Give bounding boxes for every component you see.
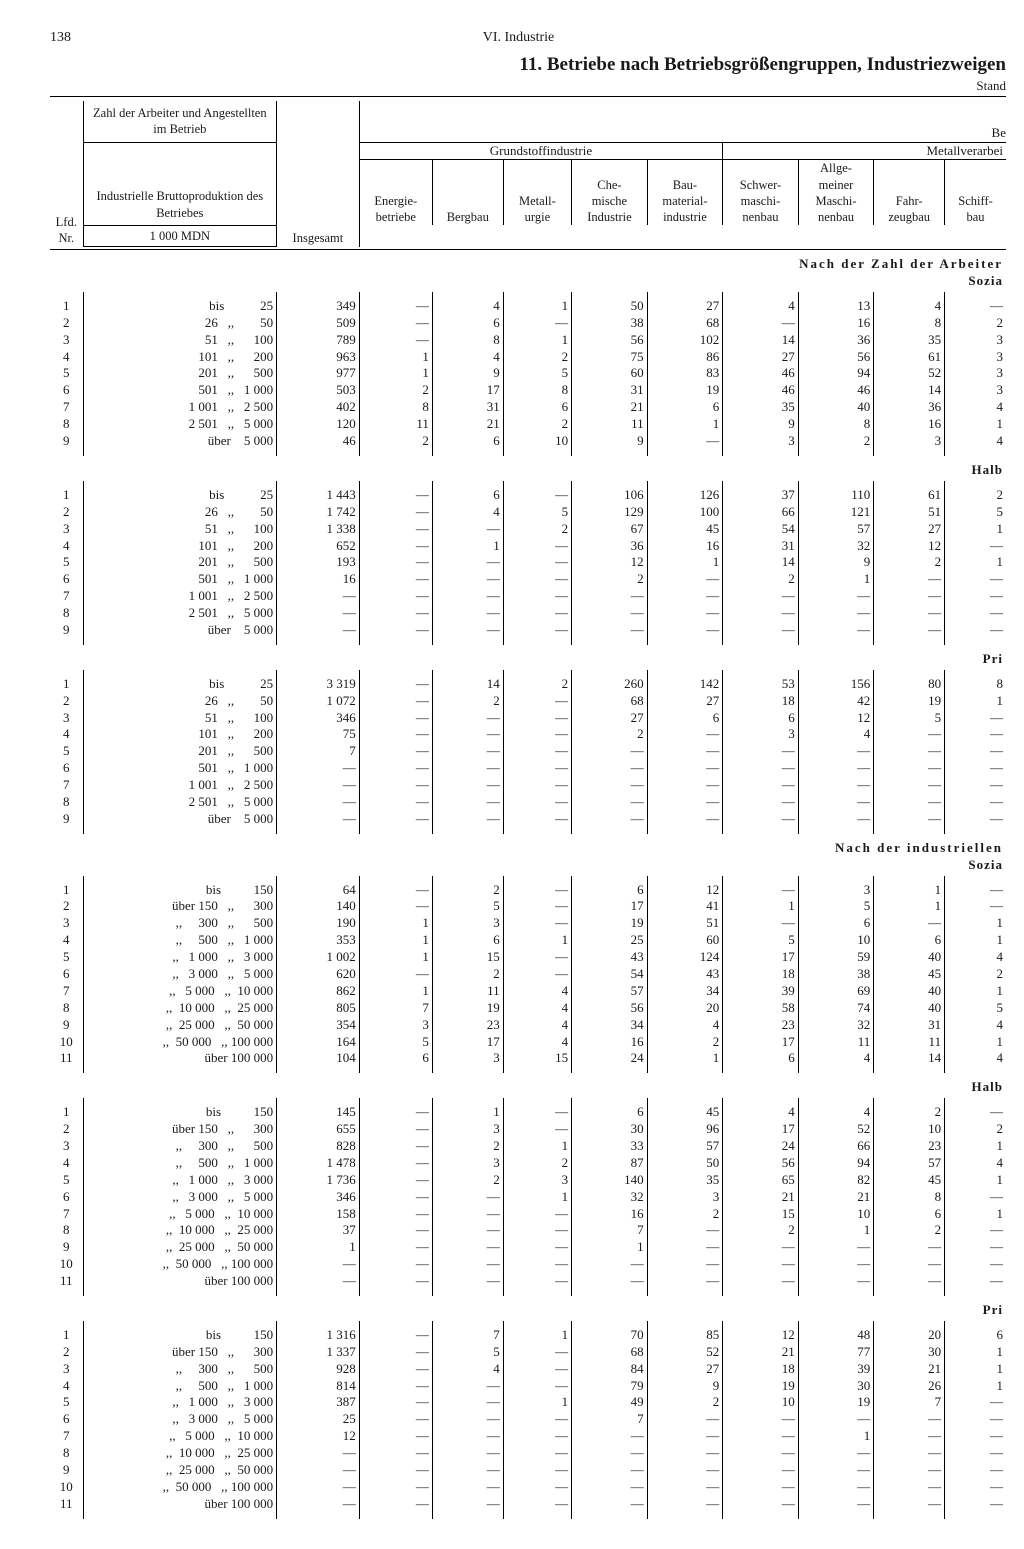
corner-right: Stand: [50, 78, 1006, 94]
section-label: Halb: [50, 456, 1006, 481]
table-row: 5201 ,, 500193———12114921: [50, 554, 1006, 571]
table-row: 4101 ,, 200652—1—3616313212—: [50, 538, 1006, 555]
section-label: Halb: [50, 1073, 1006, 1098]
table-row: 9über 5 000——————————: [50, 622, 1006, 645]
table-row: 2über 150 ,, 3001 337—5—68522177301: [50, 1344, 1006, 1361]
table-row: 11über 100 000104631524164144: [50, 1050, 1006, 1073]
table-row: 82 501 ,, 5 000——————————: [50, 605, 1006, 622]
section-label: Pri: [50, 1296, 1006, 1321]
table-row: 4,, 500 ,, 1 0001 478—3287505694574: [50, 1155, 1006, 1172]
running-header: 138 VI. Industrie: [50, 30, 1006, 46]
section-label: Nach der Zahl der ArbeiterSozia: [50, 250, 1006, 292]
table-row: 4101 ,, 20096314275862756613: [50, 349, 1006, 366]
cut-be: Be: [359, 101, 1006, 142]
table-row: 82 501 ,, 5 0001201121211198161: [50, 416, 1006, 433]
table-row: 1bis 253 319—14226014253156808: [50, 670, 1006, 693]
page-number: 138: [50, 30, 71, 46]
table-row: 2über 150 ,, 300140—5—1741151—: [50, 898, 1006, 915]
table-row: 1bis 15064—2—612—31—: [50, 876, 1006, 899]
table-row: 5,, 1 000 ,, 3 000387——149210197—: [50, 1394, 1006, 1411]
table-row: 4,, 500 ,, 1 000353161256051061: [50, 932, 1006, 949]
table-row: 7,, 5 000 ,, 10 00012——————1——: [50, 1428, 1006, 1445]
grp-grundstoff: Grundstoffindustrie: [359, 142, 723, 160]
table-row: 226 ,, 501 072—2—68271842191: [50, 693, 1006, 710]
table-row: 1bis 1501 316—7170851248206: [50, 1321, 1006, 1344]
section-label: Pri: [50, 645, 1006, 670]
table-row: 3,, 300 ,, 500828—2133572466231: [50, 1138, 1006, 1155]
grp-metallv: Metallverarbei: [723, 142, 1006, 160]
table-row: 9über 5 000——————————: [50, 811, 1006, 834]
table-row: 1bis 251 443—6—10612637110612: [50, 481, 1006, 504]
table-row: 10,, 50 000 ,, 100 00016451741621711111: [50, 1034, 1006, 1051]
main-table: Lfd. Nr. Zahl der Arbeiter und Angestell…: [50, 96, 1006, 1519]
table-row: 9über 5 0004626109—3234: [50, 433, 1006, 456]
table-row: 7,, 5 000 ,, 10 000862111457343969401: [50, 983, 1006, 1000]
col-crit-unit: 1 000 MDN: [83, 225, 277, 246]
table-row: 8,, 10 000 ,, 25 000805719456205874405: [50, 1000, 1006, 1017]
table-row: 3,, 300 ,, 500928—4—84271839211: [50, 1361, 1006, 1378]
col-insgesamt: Insgesamt: [277, 101, 360, 247]
table-row: 5201 ,, 50097719560834694523: [50, 365, 1006, 382]
table-row: 1bis 25349—4150274134—: [50, 292, 1006, 315]
col-crit-bot: Industrielle Bruttoproduktion des Betrie…: [83, 142, 277, 225]
table-row: 8,, 10 000 ,, 25 00037———7—212—: [50, 1222, 1006, 1239]
table-row: 71 001 ,, 2 50040283162163540364: [50, 399, 1006, 416]
table-row: 4101 ,, 20075———2—34——: [50, 726, 1006, 743]
table-row: 6,, 3 000 ,, 5 000346——132321218—: [50, 1189, 1006, 1206]
table-row: 5,, 1 000 ,, 3 0001 736—23140356582451: [50, 1172, 1006, 1189]
table-row: 6,, 3 000 ,, 5 00025———7—————: [50, 1411, 1006, 1428]
table-row: 10,, 50 000 ,, 100 000——————————: [50, 1479, 1006, 1496]
table-row: 1bis 150145—1—645442—: [50, 1098, 1006, 1121]
page-title: 11. Betriebe nach Betriebsgrößengruppen,…: [50, 54, 1006, 76]
table-row: 5201 ,, 5007—————————: [50, 743, 1006, 760]
table-row: 7,, 5 000 ,, 10 000158———162151061: [50, 1206, 1006, 1223]
table-row: 8,, 10 000 ,, 25 000——————————: [50, 1445, 1006, 1462]
table-row: 226 ,, 50509—6—3868—1682: [50, 315, 1006, 332]
table-row: 11über 100 000——————————: [50, 1496, 1006, 1519]
section-label: Nach der industriellenSozia: [50, 834, 1006, 876]
table-row: 351 ,, 100789—81561021436353: [50, 332, 1006, 349]
table-row: 71 001 ,, 2 500——————————: [50, 588, 1006, 605]
col-lfd: Lfd. Nr.: [50, 101, 83, 247]
table-row: 9,, 25 000 ,, 50 000——————————: [50, 1462, 1006, 1479]
table-row: 351 ,, 1001 338——267455457271: [50, 521, 1006, 538]
table-row: 11über 100 000——————————: [50, 1273, 1006, 1296]
col-crit-top: Zahl der Arbeiter und Angestellten im Be…: [83, 101, 277, 142]
table-row: 351 ,, 100346———2766125—: [50, 710, 1006, 727]
table-row: 10,, 50 000 ,, 100 000——————————: [50, 1256, 1006, 1273]
table-row: 3,, 300 ,, 50019013—1951—6—1: [50, 915, 1006, 932]
table-row: 71 001 ,, 2 500——————————: [50, 777, 1006, 794]
table-row: 5,, 1 000 ,, 3 0001 002115—431241759404: [50, 949, 1006, 966]
table-row: 9,, 25 000 ,, 50 0001———1—————: [50, 1239, 1006, 1256]
table-row: 6,, 3 000 ,, 5 000620—2—54431838452: [50, 966, 1006, 983]
section-title: VI. Industrie: [71, 30, 966, 46]
table-row: 82 501 ,, 5 000——————————: [50, 794, 1006, 811]
table-row: 226 ,, 501 742—4512910066121515: [50, 504, 1006, 521]
table-row: 4,, 500 ,, 1 000814———7991930261: [50, 1378, 1006, 1395]
table-row: 6501 ,, 1 00016———2—21——: [50, 571, 1006, 588]
table-row: 9,, 25 000 ,, 50 00035432343442332314: [50, 1017, 1006, 1034]
table-row: 6501 ,, 1 000——————————: [50, 760, 1006, 777]
table-row: 6501 ,, 1 000503217831194646143: [50, 382, 1006, 399]
table-row: 2über 150 ,, 300655—3—30961752102: [50, 1121, 1006, 1138]
